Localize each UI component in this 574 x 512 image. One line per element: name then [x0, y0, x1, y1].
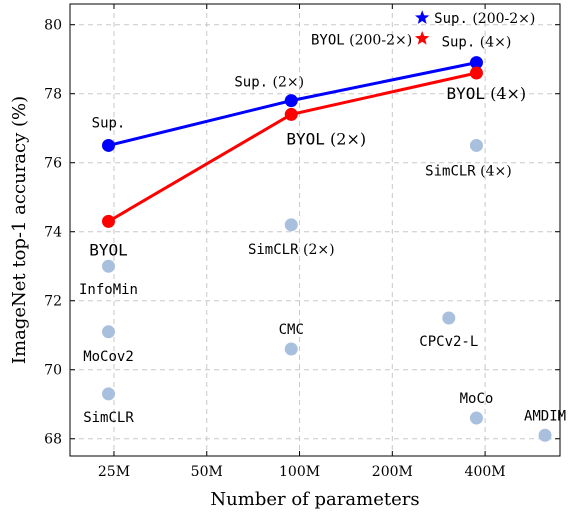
- other-point-label: CPCv2-L: [419, 334, 478, 350]
- series-point-label-text: BYOL: [89, 240, 128, 259]
- x-tick-label: 100M: [279, 464, 320, 480]
- star-point-label-text: Sup.: [434, 11, 468, 27]
- series-point: [102, 138, 116, 152]
- series-point-label-text: Sup.: [234, 75, 268, 91]
- series-point-label-text: Sup.: [92, 115, 126, 131]
- y-tick-label: 72: [44, 294, 62, 310]
- x-tick-label: 25M: [98, 464, 130, 480]
- other-point: [469, 411, 483, 425]
- x-tick-label: 400M: [465, 464, 506, 480]
- y-tick-label: 74: [44, 225, 62, 241]
- series-point-label: Sup. (2×): [234, 75, 304, 91]
- other-point: [102, 387, 116, 401]
- star-point-label-suffix: (200-2×): [468, 11, 535, 27]
- other-point-label: CMC: [279, 322, 304, 338]
- series-point-label: Sup.: [92, 115, 126, 131]
- series-point-label: BYOL: [89, 240, 128, 259]
- star-point-label: Sup. (200-2×): [434, 11, 535, 27]
- series-point-label-text: BYOL: [286, 129, 325, 148]
- y-tick-label: 80: [44, 18, 62, 34]
- other-point-label: SimCLR: [83, 410, 134, 426]
- series-point: [284, 94, 298, 108]
- series-point-label-suffix: (2×): [268, 75, 304, 91]
- other-point-label-text: SimCLR: [83, 410, 134, 426]
- other-point-label: SimCLR (2×): [248, 242, 335, 258]
- other-point-label-text: CMC: [279, 322, 304, 338]
- other-point-label: AMDIM: [524, 408, 566, 424]
- x-tick-label: 200M: [372, 464, 413, 480]
- other-point-label-suffix: (2×): [299, 242, 335, 258]
- other-point-label: MoCo: [460, 391, 494, 407]
- x-tick-label: 50M: [191, 464, 223, 480]
- series-point-label: BYOL (2×): [286, 129, 366, 148]
- series-point-label-text: Sup.: [442, 35, 476, 51]
- x-axis-label: Number of parameters: [210, 489, 419, 510]
- star-point: [415, 10, 430, 24]
- other-point-label-text: MoCov2: [83, 349, 134, 365]
- other-point: [538, 428, 552, 442]
- y-tick-label: 78: [44, 87, 62, 103]
- series-point-label: Sup. (4×): [442, 35, 512, 51]
- other-point: [284, 342, 298, 356]
- other-point: [469, 138, 483, 152]
- other-point: [442, 311, 456, 325]
- series-point: [284, 107, 298, 121]
- axis-ticks: 25M 50M 100M 200M 400M 68 70 72 74 76 78 80: [44, 4, 560, 480]
- other-point-label: MoCov2: [83, 349, 134, 365]
- y-tick-label: 70: [44, 363, 62, 379]
- other-point-label-text: SimCLR: [425, 163, 476, 179]
- other-point-label-text: SimCLR: [248, 242, 299, 258]
- star-point-label: BYOL (200-2×): [311, 33, 412, 49]
- other-point: [102, 325, 116, 339]
- series-point-label-suffix: (4×): [485, 84, 526, 103]
- y-tick-label: 76: [44, 156, 62, 172]
- y-axis-label: ImageNet top-1 accuracy (%): [9, 96, 30, 364]
- plot-area: [69, 3, 561, 457]
- series-point-label-text: BYOL: [446, 84, 485, 103]
- series-point-label: BYOL (4×): [446, 84, 526, 103]
- star-point: [415, 31, 430, 45]
- series-point-label-suffix: (4×): [475, 35, 511, 51]
- other-point-label-suffix: (4×): [476, 163, 512, 179]
- other-point-label-text: InfoMin: [79, 282, 138, 298]
- other-point-label: SimCLR (4×): [425, 163, 512, 179]
- star-point-label-text: BYOL: [311, 33, 345, 49]
- chart-marks: [102, 10, 552, 442]
- other-point: [102, 259, 116, 273]
- series-point: [469, 56, 483, 70]
- series-point: [102, 214, 116, 228]
- other-point-label-text: CPCv2-L: [419, 334, 478, 350]
- other-point: [284, 218, 298, 232]
- series-point-label-suffix: (2×): [325, 129, 366, 148]
- other-point-label-text: AMDIM: [524, 408, 566, 424]
- star-point-label-suffix: (200-2×): [345, 33, 412, 49]
- other-point-label-text: MoCo: [460, 391, 494, 407]
- other-point-label: InfoMin: [79, 282, 138, 298]
- y-tick-label: 68: [44, 432, 62, 448]
- series-point: [469, 66, 483, 80]
